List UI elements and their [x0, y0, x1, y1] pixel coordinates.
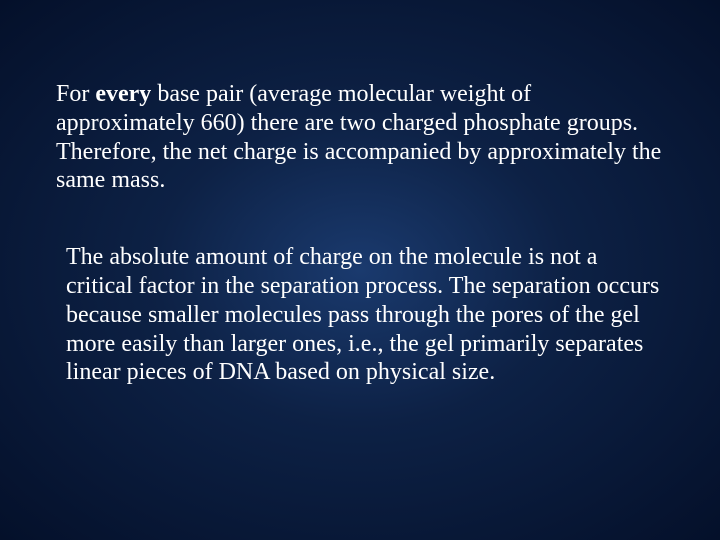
paragraph-1: For every base pair (average molecular w…	[56, 80, 664, 195]
paragraph-2: The absolute amount of charge on the mol…	[56, 243, 664, 387]
slide-content: For every base pair (average molecular w…	[0, 0, 720, 387]
para1-prefix: For	[56, 81, 95, 107]
para1-bold: every	[95, 81, 151, 107]
